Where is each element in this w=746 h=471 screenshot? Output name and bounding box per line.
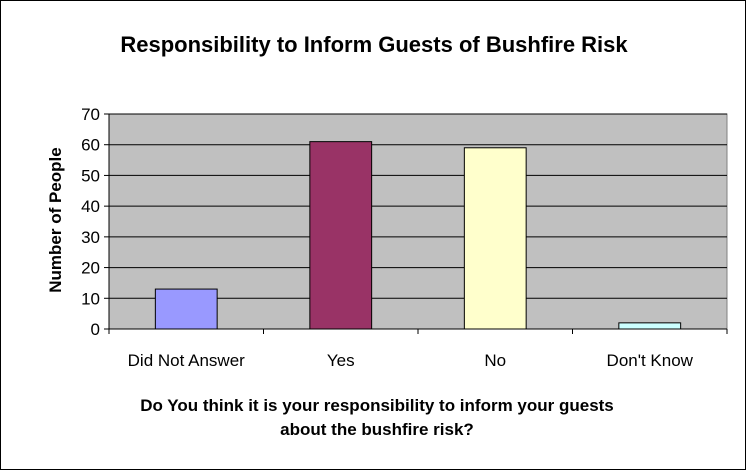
x-axis-title-line-1: Do You think it is your responsibility t… — [140, 396, 614, 415]
x-tick-label-1: Yes — [327, 351, 355, 370]
y-tick-label-0: 0 — [91, 320, 100, 339]
x-tick-label-0: Did Not Answer — [128, 351, 245, 370]
x-tick-label-3: Don't Know — [607, 351, 694, 370]
y-tick-label-5: 50 — [81, 166, 100, 185]
chart-title: Responsibility to Inform Guests of Bushf… — [120, 32, 628, 57]
axes — [104, 113, 728, 334]
y-tick-label-7: 70 — [81, 105, 100, 124]
bar-did-not-answer — [154, 288, 218, 330]
y-tick-label-1: 10 — [81, 289, 100, 308]
bars — [154, 141, 682, 330]
bar-no — [463, 147, 527, 330]
bar-don-t-know — [618, 322, 682, 330]
y-tick-label-4: 40 — [81, 197, 100, 216]
bar-yes — [309, 141, 373, 330]
x-axis-title-line-2: about the bushfire risk? — [280, 420, 474, 439]
plot-area: 0 10 20 30 40 50 60 70 Did Not Answer Yes No Don't… — [81, 105, 728, 370]
y-tick-labels: 0 10 20 30 40 50 60 70 — [81, 105, 100, 339]
y-axis-title: Number of People — [46, 147, 65, 292]
y-tick-label-6: 60 — [81, 136, 100, 155]
y-tick-label-2: 20 — [81, 259, 100, 278]
y-tick-label-3: 30 — [81, 228, 100, 247]
x-tick-labels: Did Not Answer Yes No Don't Know — [128, 351, 694, 370]
x-tick-label-2: No — [484, 351, 506, 370]
